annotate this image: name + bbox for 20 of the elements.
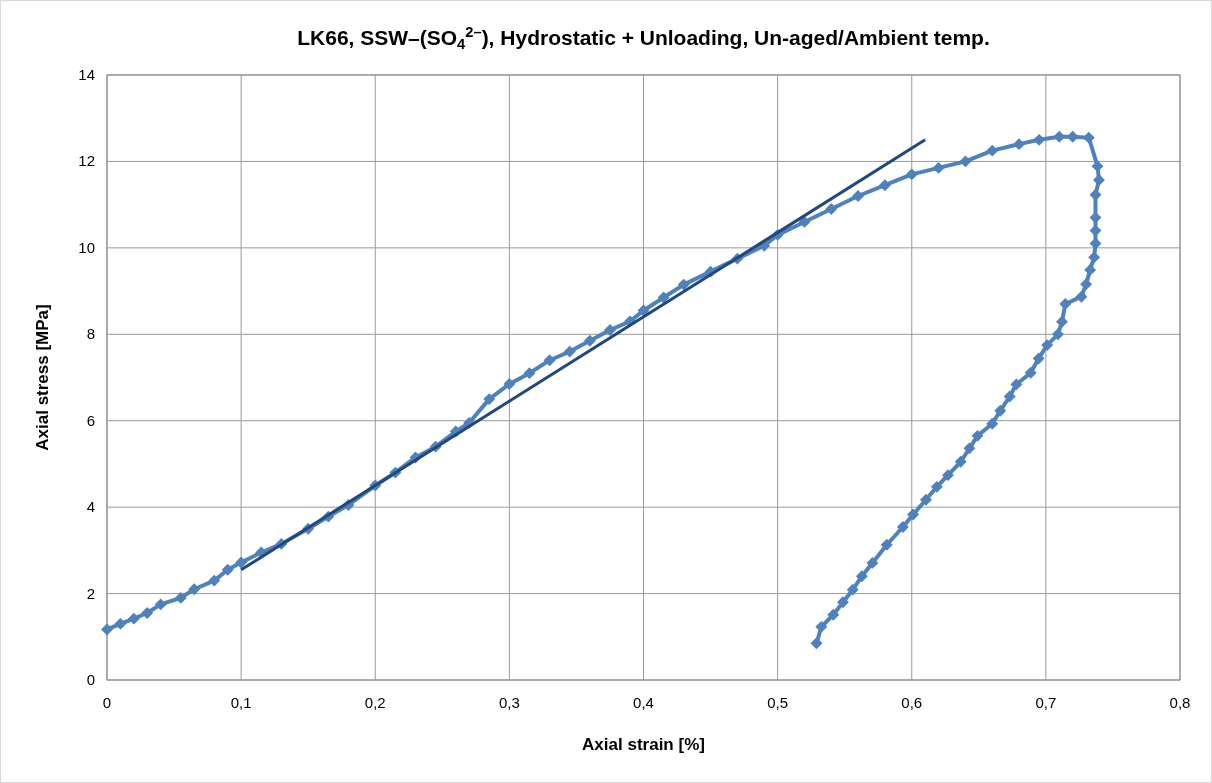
y-tick-label: 0 [86,671,95,688]
y-tick-label: 8 [86,325,95,343]
y-axis-title: Axial stress [MPa] [33,304,52,451]
y-tick-label: 2 [86,584,95,602]
y-tick-label: 10 [78,238,95,256]
chart-title: LK66, SSW–(SO$_{4}$$^{2–}$), Hydrostatic + Unloading, Un-aged/Ambient temp. [297,23,990,52]
x-tick-label: 0,6 [901,694,923,711]
y-tick-label: 14 [78,66,95,83]
x-tick-label: 0,8 [1169,694,1191,711]
x-axis-title: Axial strain [%] [582,735,705,754]
y-tick-label: 4 [86,498,95,516]
x-tick-label: 0,4 [633,694,654,711]
x-tick-label: 0,7 [1035,694,1057,711]
x-tick-label: 0,2 [364,694,386,711]
y-tick-label: 12 [78,152,95,170]
y-tick-label: 6 [86,411,95,429]
x-tick-label: 0,5 [767,694,789,711]
x-tick-label: 0,1 [230,694,252,711]
x-tick-label: 0 [102,694,112,711]
x-tick-label: 0,3 [498,694,520,711]
